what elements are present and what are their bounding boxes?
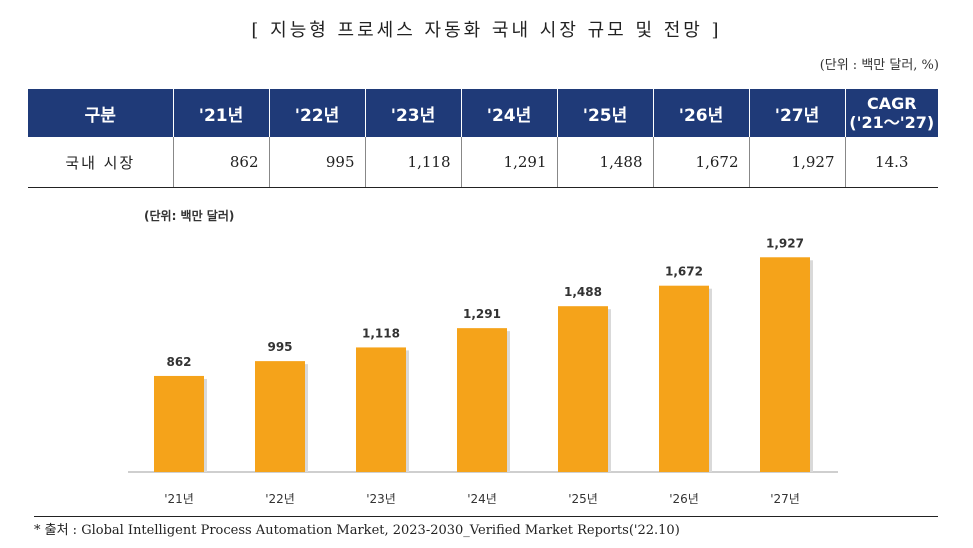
x-tick-label: '21년 — [164, 492, 194, 506]
x-tick-label: '22년 — [265, 492, 295, 506]
table-header-row: 구분 '21년 '22년 '23년 '24년 '25년 '26년 '27년 CA… — [28, 89, 938, 137]
bar-1 — [255, 361, 305, 472]
bar-value-label: 862 — [166, 355, 191, 369]
row-label: 국내 시장 — [28, 137, 173, 188]
header-cagr-line2: ('21～'27) — [849, 113, 935, 132]
cell-24: 1,291 — [460, 137, 557, 188]
header-category: 구분 — [28, 89, 173, 137]
cell-27: 1,927 — [748, 137, 845, 188]
bar-4 — [558, 306, 608, 472]
header-cagr: CAGR ('21～'27) — [844, 89, 938, 137]
x-tick-label: '23년 — [366, 492, 396, 506]
bar-value-label: 1,672 — [665, 265, 703, 279]
cell-26: 1,672 — [652, 137, 749, 188]
x-tick-label: '27년 — [770, 492, 800, 506]
header-year-24: '24년 — [460, 89, 557, 137]
table-row: 국내 시장 862 995 1,118 1,291 1,488 1,672 1,… — [28, 137, 938, 188]
header-year-25: '25년 — [556, 89, 653, 137]
bar-0 — [154, 375, 204, 472]
header-year-26: '26년 — [652, 89, 749, 137]
bar-6 — [760, 257, 810, 472]
cell-21: 862 — [172, 137, 269, 188]
cell-22: 995 — [268, 137, 365, 188]
page-title: [ 지능형 프로세스 자동화 국내 시장 규모 및 전망 ] — [251, 20, 722, 41]
bar-value-label: 1,118 — [362, 326, 400, 340]
chart-unit-label: (단위: 백만 달러) — [144, 209, 235, 223]
header-year-27: '27년 — [748, 89, 845, 137]
source-note: * 출처 : Global Intelligent Process Automa… — [34, 516, 938, 538]
bar-5 — [659, 285, 709, 472]
market-size-table: 구분 '21년 '22년 '23년 '24년 '25년 '26년 '27년 CA… — [28, 89, 938, 188]
bar-value-label: 1,488 — [564, 285, 602, 299]
bar-3 — [457, 328, 507, 472]
table-unit-label: (단위 : 백만 달러, %) — [819, 58, 939, 73]
bar-value-label: 1,291 — [463, 307, 501, 321]
x-tick-label: '26년 — [669, 492, 699, 506]
x-tick-label: '24년 — [467, 492, 497, 506]
bar-value-label: 995 — [267, 340, 292, 354]
cell-25: 1,488 — [556, 137, 653, 188]
header-year-23: '23년 — [364, 89, 461, 137]
cell-cagr: 14.3 — [844, 137, 938, 188]
x-tick-label: '25년 — [568, 492, 598, 506]
cell-23: 1,118 — [364, 137, 461, 188]
header-year-21: '21년 — [172, 89, 269, 137]
bar-value-label: 1,927 — [766, 236, 804, 250]
bar-2 — [356, 347, 406, 472]
header-year-22: '22년 — [268, 89, 365, 137]
header-cagr-line1: CAGR — [866, 94, 917, 113]
